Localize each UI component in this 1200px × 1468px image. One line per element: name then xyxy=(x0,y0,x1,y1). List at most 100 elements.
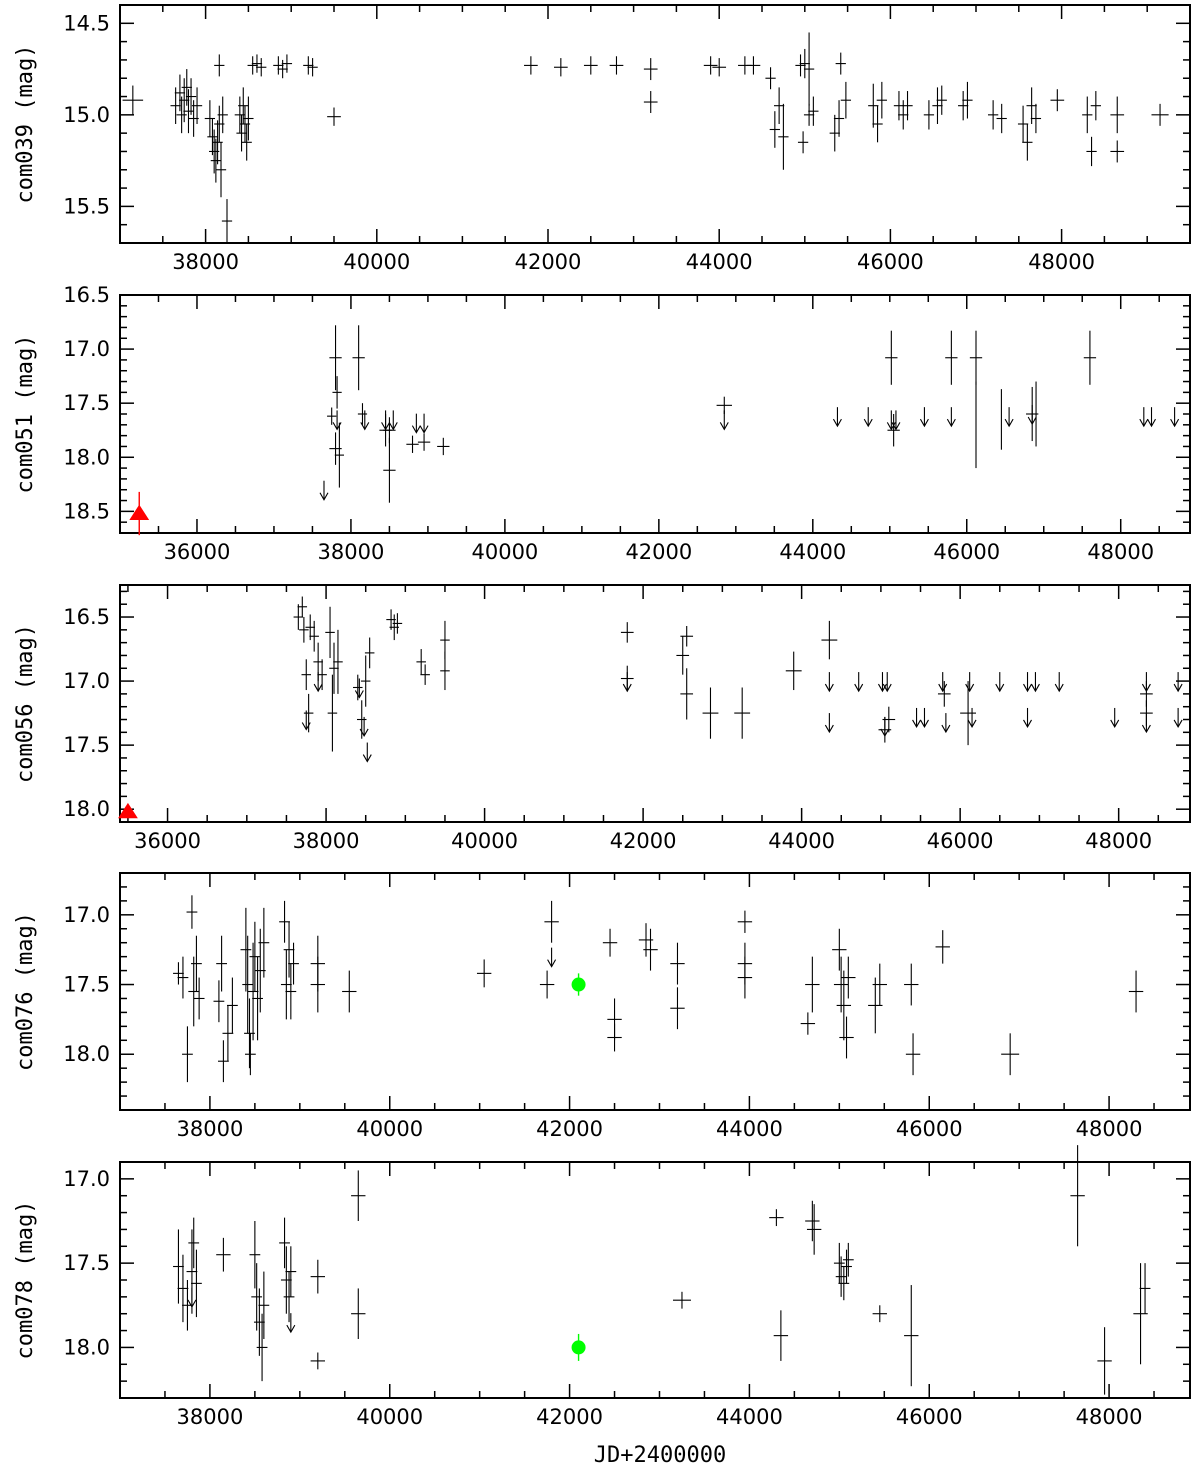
y-tick-label: 14.5 xyxy=(63,11,110,35)
y-tick-label: 15.5 xyxy=(63,194,110,218)
upper-limit-arrow xyxy=(332,410,342,431)
data-point xyxy=(670,987,685,1030)
data-point xyxy=(1082,96,1093,134)
y-tick-label: 17.0 xyxy=(63,1167,110,1191)
data-point xyxy=(285,963,297,1020)
upper-limit-arrow xyxy=(1054,672,1064,693)
data-point xyxy=(737,956,753,999)
upper-limit-arrow xyxy=(854,672,864,693)
upper-limit-arrow xyxy=(1030,672,1040,693)
data-point xyxy=(221,199,233,243)
upper-limit-arrow xyxy=(832,407,842,428)
data-point xyxy=(737,910,753,933)
data-point xyxy=(1083,330,1097,385)
upper-limit-arrow xyxy=(965,672,975,693)
data-point xyxy=(958,91,969,121)
x-tick-label: 38000 xyxy=(318,540,385,564)
data-point xyxy=(885,330,898,385)
data-point xyxy=(769,1209,784,1227)
data-point xyxy=(734,687,751,739)
y-tick-label: 18.0 xyxy=(63,1042,110,1066)
data-point xyxy=(188,1217,200,1269)
data-point xyxy=(765,67,776,90)
data-point xyxy=(609,56,624,75)
data-point xyxy=(936,85,947,115)
data-point xyxy=(191,87,203,124)
data-point xyxy=(680,625,694,647)
upper-limit-arrow xyxy=(319,480,329,501)
data-point xyxy=(620,622,634,643)
y-tick-label: 15.0 xyxy=(63,103,110,127)
reference-triangle-marker xyxy=(118,802,138,819)
data-point xyxy=(256,1313,268,1382)
upper-limit-arrow xyxy=(824,672,834,693)
x-tick-label: 40000 xyxy=(451,829,518,853)
data-point xyxy=(252,956,263,1041)
data-point xyxy=(839,1016,854,1059)
data-point xyxy=(1097,1327,1112,1395)
x-tick-label: 44000 xyxy=(779,540,846,564)
data-point xyxy=(356,700,367,739)
x-tick-label: 42000 xyxy=(536,1405,603,1429)
data-point xyxy=(299,617,309,643)
data-point xyxy=(191,1249,202,1318)
data-point xyxy=(177,956,189,999)
data-point xyxy=(945,330,958,385)
data-point xyxy=(217,96,228,134)
data-point xyxy=(215,142,227,198)
data-point xyxy=(251,54,263,73)
data-point xyxy=(680,668,694,720)
panel-com051: 36000 38000 40000 42000 44000 46000 48000 16.5 1… xyxy=(13,283,1191,564)
data-point xyxy=(173,1229,184,1304)
data-point xyxy=(872,105,883,143)
upper-limit-arrow xyxy=(946,407,956,428)
data-point xyxy=(242,935,254,1034)
data-point xyxy=(821,620,838,660)
data-point xyxy=(806,1204,822,1255)
x-tick-label: 46000 xyxy=(896,1405,963,1429)
upper-limit-arrow xyxy=(967,707,977,729)
data-point xyxy=(383,437,396,503)
data-point xyxy=(353,674,363,701)
data-point xyxy=(309,620,319,652)
upper-limit-arrow xyxy=(1023,672,1032,693)
upper-limit-arrow xyxy=(360,410,370,431)
data-point xyxy=(351,1170,366,1221)
data-point xyxy=(188,956,200,1027)
data-point xyxy=(247,56,258,75)
x-tick-label: 48000 xyxy=(1028,250,1095,274)
upper-limit-arrow xyxy=(941,713,951,734)
plot-frame xyxy=(119,1161,1191,1399)
data-point xyxy=(207,118,218,156)
data-point xyxy=(805,956,820,1013)
x-tick-label: 44000 xyxy=(768,829,835,853)
data-point xyxy=(303,693,314,733)
plot-frame xyxy=(119,584,1191,823)
data-point xyxy=(174,74,186,112)
data-point xyxy=(247,942,259,1041)
data-point xyxy=(872,1305,887,1323)
data-point xyxy=(310,1352,326,1370)
x-tick-label: 42000 xyxy=(536,1117,603,1141)
data-point xyxy=(183,89,194,134)
data-point xyxy=(937,681,951,707)
data-point xyxy=(273,56,284,75)
data-point xyxy=(676,636,690,675)
data-point xyxy=(1110,140,1125,163)
data-point xyxy=(996,103,1007,134)
data-point xyxy=(325,606,335,659)
data-point xyxy=(904,1285,919,1387)
data-point xyxy=(170,87,181,124)
y-tick-label: 17.0 xyxy=(63,903,110,927)
data-point xyxy=(969,330,983,385)
y-axis-label: com078 (mag) xyxy=(13,1201,38,1360)
data-point xyxy=(360,655,371,707)
data-point xyxy=(643,928,658,971)
data-point xyxy=(805,1200,820,1242)
data-point xyxy=(746,56,761,75)
x-tick-label: 42000 xyxy=(610,829,677,853)
data-point xyxy=(258,1271,270,1339)
y-tick-label: 18.5 xyxy=(63,499,110,523)
data-point xyxy=(392,613,403,634)
x-tick-label: 46000 xyxy=(933,540,1000,564)
